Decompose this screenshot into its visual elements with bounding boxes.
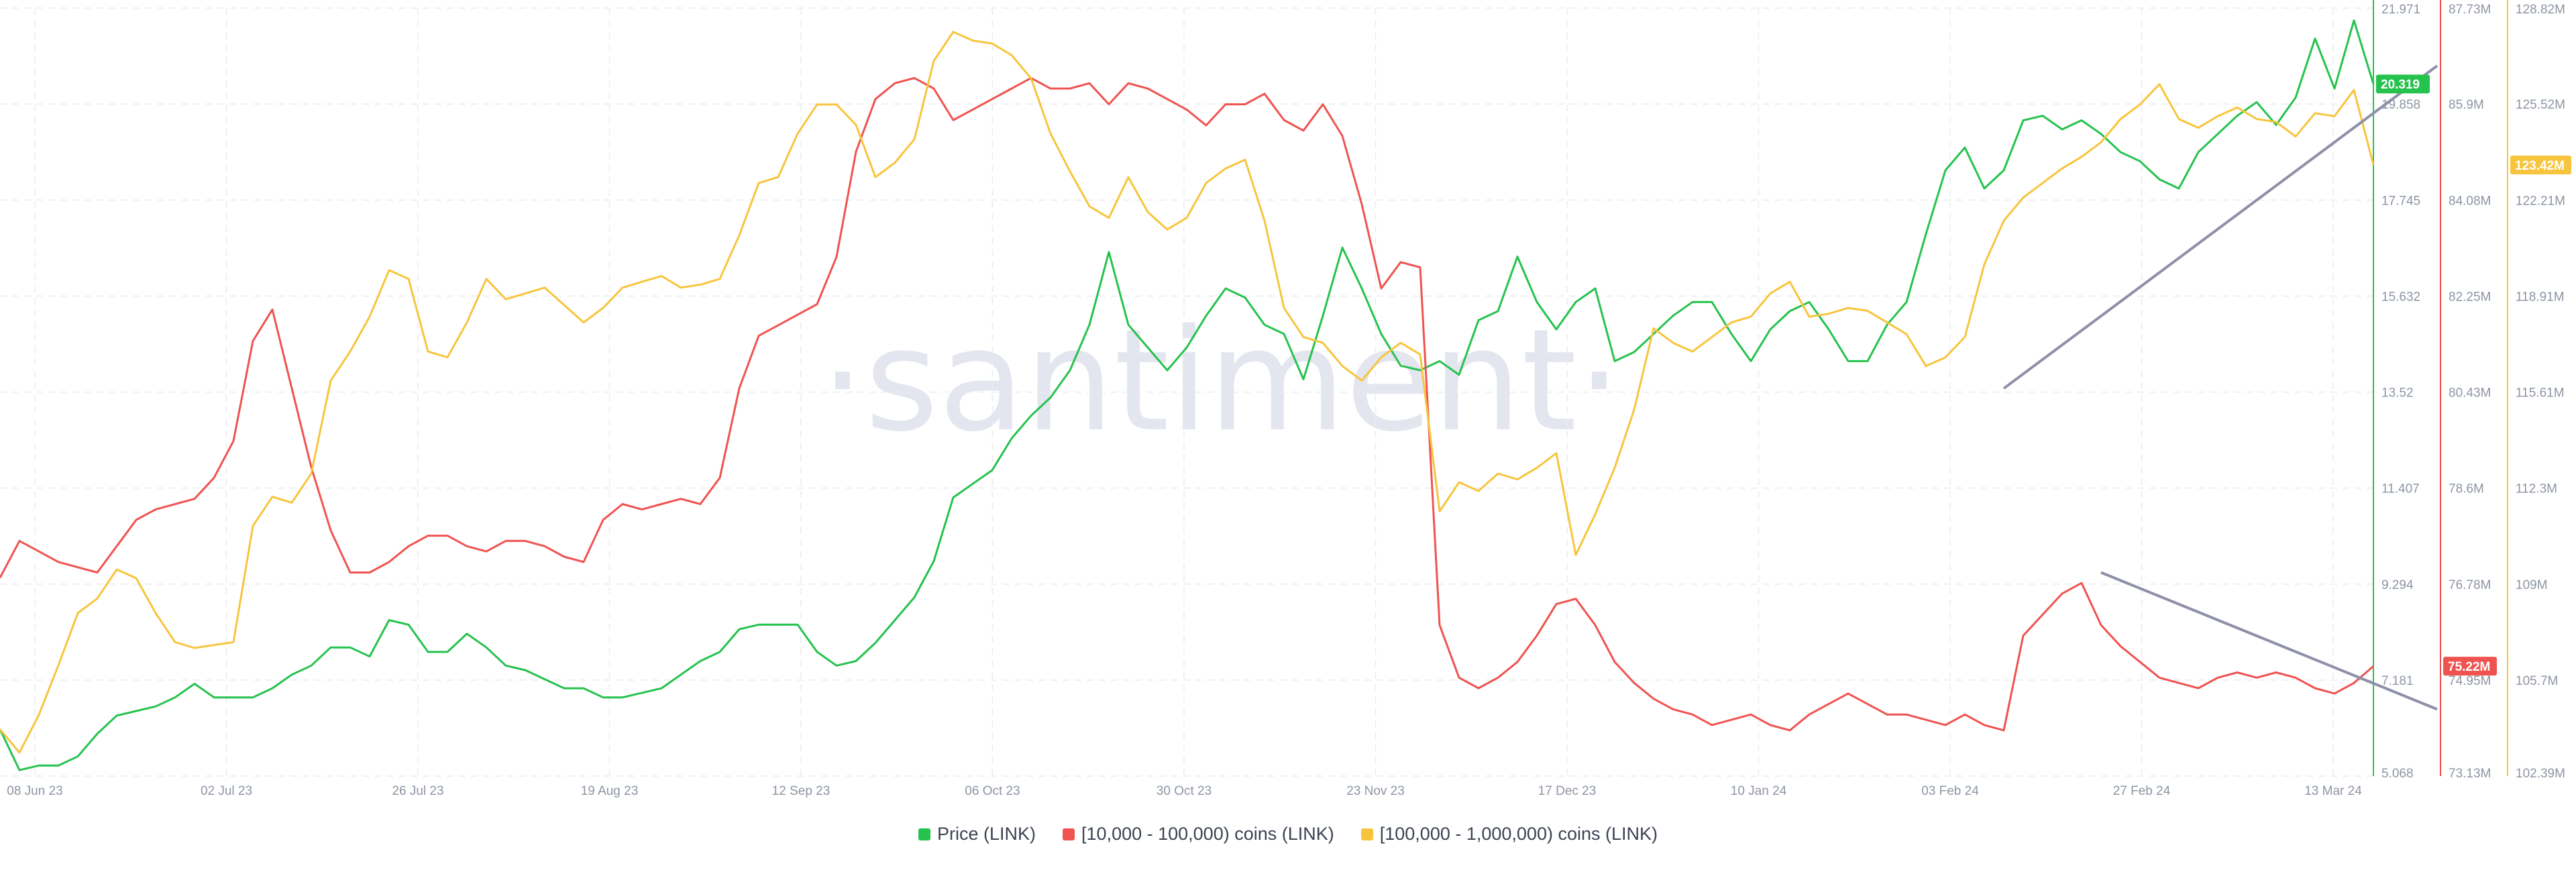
price-axis-tick: 21.971 [2381,3,2420,17]
legend-swatch-mid-holders [1063,828,1075,840]
x-tick-label: 27 Feb 24 [2113,784,2171,798]
value-badge [2443,657,2497,676]
x-tick-label: 19 Aug 23 [581,784,639,798]
series-line [0,76,2374,732]
x-tick-label: 06 Oct 23 [965,784,1020,798]
mid-axis-tick: 84.08M [2449,194,2491,208]
legend-item-price[interactable]: Price (LINK) [918,824,1036,844]
x-tick-label: 12 Sep 23 [772,784,830,798]
price-axis-tick: 7.181 [2381,674,2414,688]
grid [0,7,2373,777]
value-badge [2376,74,2430,94]
value-badges: 20.319 75.22M 123.42M [2376,74,2571,676]
legend-swatch-whale-holders [1360,828,1373,840]
x-tick-label: 02 Jul 23 [201,784,252,798]
value-badge-text: 75.22M [2448,660,2490,674]
whale-axis-tick: 125.52M [2516,98,2565,112]
value-badge-text: 20.319 [2381,78,2420,92]
value-badge-text: 123.42M [2515,159,2565,173]
x-tick-label: 17 Dec 23 [1538,784,1597,798]
trendline [2002,64,2438,390]
legend-label-whale-holders: [100,000 - 1,000,000) coins (LINK) [1379,824,1658,844]
legend-swatch-price [918,828,930,840]
price-axis-tick: 17.745 [2381,194,2420,208]
mid-axis-tick: 85.9M [2449,98,2484,112]
x-tick-label: 30 Oct 23 [1157,784,1212,798]
price-axis-tick: 19.858 [2381,98,2420,112]
price-axis-tick: 5.068 [2381,767,2414,781]
price-axis-tick: 11.407 [2381,482,2420,496]
legend-item-mid-holders[interactable]: [10,000 - 100,000) coins (LINK) [1063,824,1334,844]
series-line [0,19,2375,771]
legend: Price (LINK) [10,000 - 100,000) coins (L… [0,824,2576,844]
x-tick-label: 13 Mar 24 [2304,784,2362,798]
whale-axis-tick: 122.21M [2516,194,2565,208]
price-axis-tick: 9.294 [2381,578,2414,592]
mid-axis-tick: 74.95M [2449,674,2491,688]
x-tick-label: 03 Feb 24 [1921,784,1979,798]
legend-label-price: Price (LINK) [937,824,1036,844]
x-tick-label: 23 Nov 23 [1346,784,1405,798]
trendlines [2002,64,2438,711]
whale-axis-tick: 105.7M [2516,674,2558,688]
whale-axis-tick: 128.82M [2516,3,2565,17]
whale-axis-tick: 112.3M [2516,482,2557,496]
mid-axis-tick: 80.43M [2449,386,2491,400]
whale-axis-tick: 109M [2516,578,2548,592]
mid-axis-tick: 76.78M [2449,578,2491,592]
whale-axis-tick: 118.91M [2516,290,2565,304]
whale-axis-tick: 102.39M [2516,767,2565,781]
x-tick-label: 10 Jan 24 [1731,784,1787,798]
legend-label-mid-holders: [10,000 - 100,000) coins (LINK) [1081,824,1334,844]
x-tick-label: 08 Jun 23 [7,784,62,798]
legend-item-whale-holders[interactable]: [100,000 - 1,000,000) coins (LINK) [1360,824,1658,844]
value-badge [2510,155,2571,174]
santiment-watermark: ·santiment· [820,298,1622,463]
price-axis-tick: 15.632 [2381,290,2420,304]
mid-axis-tick: 78.6M [2449,482,2484,496]
price-axis-tick: 13.52 [2381,386,2414,400]
mid-axis-tick: 87.73M [2449,3,2491,17]
whale-axis-tick: 115.61M [2516,386,2565,400]
axes: 08 Jun 23 02 Jul 23 26 Jul 23 19 Aug 23 12 S… [7,0,2565,798]
series-lines [0,19,2375,771]
mid-axis-tick: 73.13M [2449,767,2491,781]
mid-axis-tick: 82.25M [2449,290,2491,304]
trendline [2100,571,2438,711]
x-tick-label: 26 Jul 23 [392,784,443,798]
series-line [0,31,2375,754]
